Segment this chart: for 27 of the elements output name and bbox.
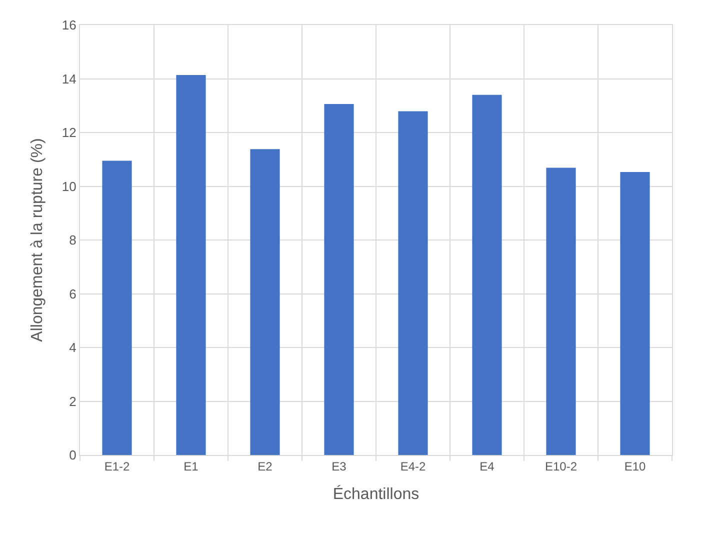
bar — [102, 160, 132, 455]
x-tick-label: E3 — [332, 459, 347, 474]
y-tick-label: 0 — [69, 448, 76, 463]
bar — [546, 168, 576, 455]
bar — [176, 74, 206, 455]
x-tick-label: E10 — [624, 459, 646, 474]
y-tick-label: 6 — [69, 286, 76, 302]
bar — [398, 111, 428, 455]
bar — [250, 149, 280, 455]
x-tick-label: E4 — [480, 459, 495, 474]
y-tick-label: 14 — [62, 71, 76, 86]
x-tick-label: E1 — [184, 459, 199, 474]
y-tick-label: 16 — [62, 18, 76, 33]
bar — [620, 172, 650, 455]
y-axis-title: Allongement à la rupture (%) — [28, 138, 46, 342]
y-tick-label: 12 — [62, 125, 76, 140]
x-tick-label: E2 — [258, 459, 273, 474]
x-axis-title: Échantillons — [332, 485, 420, 504]
bar — [472, 94, 502, 455]
y-tick-label: 4 — [69, 340, 76, 356]
y-tick-label: 2 — [69, 394, 76, 409]
bar — [324, 104, 354, 455]
y-tick-label: 8 — [69, 232, 76, 248]
x-tick-label: E1-2 — [104, 459, 130, 474]
x-tick-label: E4-2 — [400, 459, 426, 474]
x-tick-label: E10-2 — [544, 459, 578, 474]
y-tick-label: 10 — [62, 178, 76, 194]
